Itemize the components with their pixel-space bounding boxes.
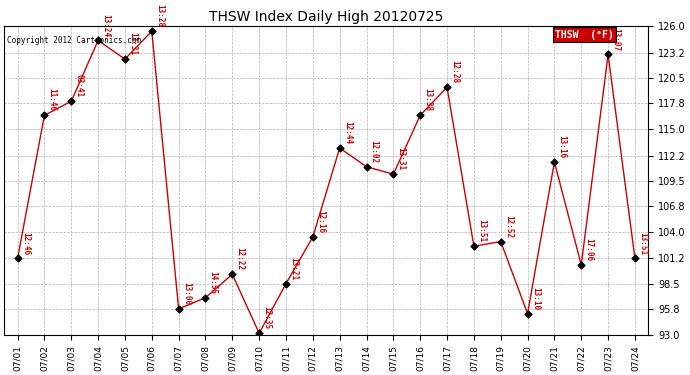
Point (334, 145, 345, 151)
Point (361, 164, 372, 170)
Point (119, 56, 130, 62)
Point (146, 28, 157, 34)
Title: THSW Index Daily High 20120725: THSW Index Daily High 20120725 (209, 10, 444, 24)
Point (442, 84, 453, 90)
Text: 11:46: 11:46 (48, 88, 57, 111)
Text: 12:02: 12:02 (370, 140, 379, 163)
Point (12, 255, 23, 261)
Text: 12:28: 12:28 (451, 60, 460, 84)
Text: 03:41: 03:41 (75, 74, 83, 98)
Point (66, 98, 77, 104)
Text: 12:52: 12:52 (504, 215, 513, 238)
Point (388, 171, 399, 177)
Point (629, 255, 640, 261)
Text: 13:31: 13:31 (397, 147, 406, 171)
Point (200, 295, 211, 301)
Point (522, 310, 533, 316)
Point (39, 112, 50, 118)
Point (495, 238, 506, 244)
Text: Copyright 2012 Cartronics.com: Copyright 2012 Cartronics.com (8, 36, 141, 45)
Point (227, 271, 238, 277)
Point (415, 112, 426, 118)
Text: 12:44: 12:44 (343, 121, 352, 144)
Text: 12:46: 12:46 (21, 231, 30, 255)
Text: THSW  (°F): THSW (°F) (555, 30, 613, 39)
Point (307, 234, 318, 240)
Point (254, 330, 265, 336)
Text: 13:10: 13:10 (531, 287, 540, 310)
Text: 13:21: 13:21 (289, 257, 298, 280)
Point (575, 262, 586, 268)
Point (92, 38, 104, 44)
Text: 12:22: 12:22 (235, 248, 244, 271)
Text: 13:51: 13:51 (477, 219, 486, 243)
Text: 17:06: 17:06 (584, 238, 593, 261)
Text: 13:07: 13:07 (611, 28, 620, 51)
Text: 12:35: 12:35 (262, 306, 271, 330)
Text: 13:31: 13:31 (128, 32, 137, 56)
Text: 13:24: 13:24 (101, 13, 110, 37)
Text: 13:00: 13:00 (182, 282, 191, 305)
Text: 13:16: 13:16 (558, 135, 566, 158)
Point (602, 51, 613, 57)
Point (280, 280, 291, 286)
Text: 12:16: 12:16 (316, 210, 325, 233)
Text: 13:28: 13:28 (155, 4, 164, 27)
Text: 13:51: 13:51 (638, 231, 647, 255)
Point (469, 243, 480, 249)
Text: 13:38: 13:38 (424, 88, 433, 111)
Point (173, 306, 184, 312)
Text: 14:55: 14:55 (208, 271, 218, 294)
Point (549, 159, 560, 165)
